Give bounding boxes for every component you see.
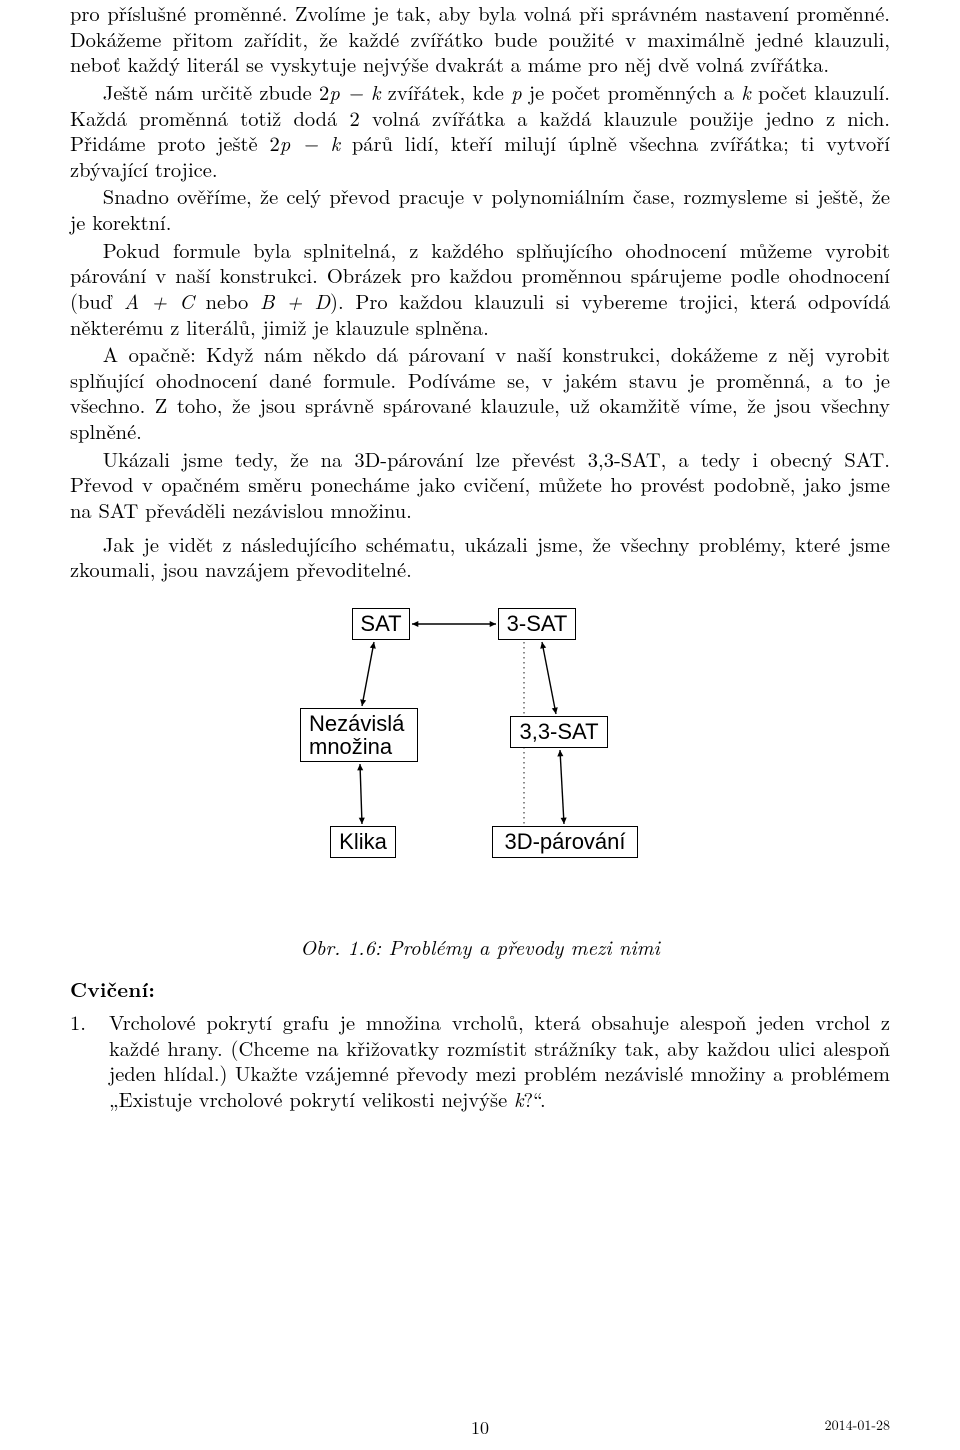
node-sat3: 3-SAT <box>498 608 576 640</box>
exercises-heading: Cvičení: <box>70 977 890 1003</box>
ex1-b: ?“. <box>523 1084 545 1113</box>
reduction-diagram: SAT 3-SAT Nezávislá množina 3,3-SAT Klika 3D-… <box>220 600 740 920</box>
exercise-body: Vrcholové pokrytí grafu je množina vrcho… <box>109 1009 890 1112</box>
para-7: Jak je vidět z následujícího schématu, u… <box>70 531 890 582</box>
node-sat: SAT <box>352 608 410 640</box>
node-sat33: 3,3-SAT <box>510 716 608 748</box>
ex1-a: Vrcholové pokrytí grafu je množina vrcho… <box>109 1007 890 1113</box>
node-nez: Nezávislá množina <box>300 708 418 762</box>
page: pro příslušné proměnné. Zvolíme je tak, … <box>0 0 960 1450</box>
figure-caption: Obr. 1.6: Problémy a převody mezi nimi <box>70 934 890 960</box>
para-3: Snadno ověříme, že celý převod pracuje v… <box>70 183 890 234</box>
exercise-number: 1. <box>70 1009 109 1035</box>
exercise-1: 1. Vrcholové pokrytí grafu je množina vr… <box>70 1009 890 1112</box>
para-4: Pokud formule byla splnitelná, z každého… <box>70 237 890 340</box>
para-1: pro příslušné proměnné. Zvolíme je tak, … <box>70 0 890 77</box>
node-par3d: 3D-párování <box>492 826 638 858</box>
diagram-edges <box>220 600 740 920</box>
page-number: 10 <box>471 1417 489 1440</box>
page-footer: 10 2014-01-28 <box>70 1417 890 1435</box>
para-5: A opačně: Když nám někdo dá párovaní v n… <box>70 341 890 444</box>
math-p-minus-k-2: p − k <box>280 128 340 157</box>
footer-date: 2014-01-28 <box>825 1417 890 1435</box>
node-klika: Klika <box>330 826 396 858</box>
para-2: Ještě nám určitě zbude 2p − k zvířátek, … <box>70 79 890 182</box>
para-6: Ukázali jsme tedy, že na 3D-párování lze… <box>70 446 890 523</box>
